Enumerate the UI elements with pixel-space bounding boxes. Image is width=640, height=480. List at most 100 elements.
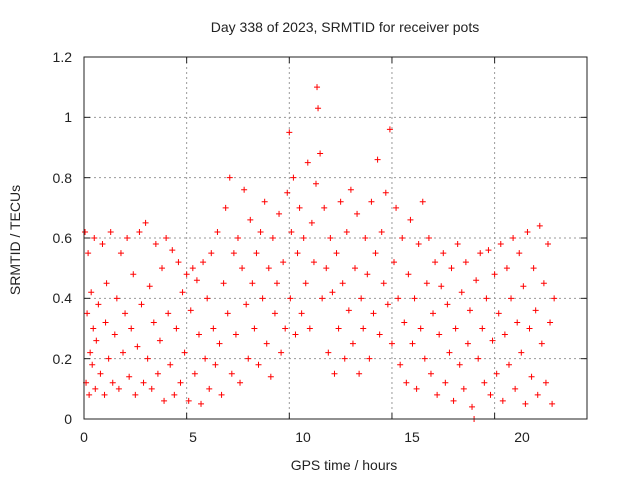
data-point: [179, 289, 186, 296]
data-point: [130, 271, 137, 278]
data-point: [232, 331, 239, 338]
y-tick-label: 1: [64, 109, 72, 125]
data-point: [411, 295, 418, 302]
data-point: [419, 198, 426, 205]
data-point: [126, 373, 133, 380]
data-point: [356, 370, 363, 377]
data-point: [374, 156, 381, 163]
data-point: [314, 84, 321, 91]
data-point: [173, 325, 180, 332]
data-point: [193, 277, 200, 284]
data-point: [454, 241, 461, 248]
data-point: [200, 259, 207, 266]
data-point: [263, 340, 270, 347]
data-point: [473, 277, 480, 284]
data-point: [510, 235, 517, 241]
data-point: [444, 301, 451, 308]
data-point: [136, 228, 143, 235]
data-point: [102, 319, 109, 326]
data-point: [430, 310, 437, 317]
data-point: [210, 325, 217, 332]
x-tick-label: 15: [404, 429, 420, 445]
data-point: [421, 355, 428, 362]
data-point: [530, 265, 537, 272]
data-point: [287, 295, 294, 302]
data-point: [399, 235, 406, 241]
data-point: [208, 250, 215, 257]
data-point: [87, 349, 94, 356]
data-point: [501, 331, 508, 338]
data-point: [317, 150, 324, 157]
y-axis-label: SRMTID / TECUs: [7, 185, 23, 295]
data-point: [243, 301, 250, 308]
data-point: [292, 331, 299, 338]
data-point: [304, 159, 311, 166]
data-point: [89, 361, 96, 368]
x-tick-label: 5: [189, 429, 197, 445]
data-point: [547, 319, 554, 326]
data-point: [376, 331, 383, 338]
data-point: [154, 370, 161, 377]
data-point: [165, 310, 172, 317]
data-point: [202, 355, 209, 362]
y-tick-label: 0.4: [53, 290, 73, 306]
data-point: [499, 397, 506, 404]
data-point: [452, 325, 459, 332]
data-point: [91, 235, 98, 241]
data-point: [542, 379, 549, 386]
data-point: [477, 250, 484, 257]
data-point: [427, 370, 434, 377]
data-point: [253, 250, 260, 257]
data-point: [189, 265, 196, 272]
data-point: [140, 379, 147, 386]
data-point: [183, 271, 190, 278]
data-point: [220, 280, 227, 287]
data-point: [239, 265, 246, 272]
data-point: [432, 259, 439, 266]
data-point: [282, 325, 289, 332]
data-point: [107, 228, 114, 235]
data-point: [249, 280, 256, 287]
data-point: [370, 310, 377, 317]
data-point: [101, 391, 108, 398]
data-point: [442, 379, 449, 386]
data-point: [99, 241, 106, 248]
data-point: [522, 400, 529, 407]
data-point: [536, 222, 543, 229]
data-point: [450, 397, 457, 404]
y-tick-label: 0.6: [53, 230, 73, 246]
data-point: [481, 379, 488, 386]
data-point: [388, 340, 395, 347]
data-points: [82, 84, 558, 422]
data-point: [85, 250, 92, 257]
data-point: [148, 385, 155, 392]
data-point: [278, 349, 285, 356]
data-point: [310, 259, 317, 266]
data-point: [222, 204, 229, 211]
data-point: [265, 265, 272, 272]
data-point: [518, 349, 525, 356]
data-point: [113, 295, 120, 302]
data-point: [512, 385, 519, 392]
data-point: [103, 280, 110, 287]
data-point: [273, 280, 280, 287]
data-point: [339, 280, 346, 287]
data-point: [485, 247, 492, 254]
data-point: [462, 259, 469, 266]
data-point: [97, 370, 104, 377]
data-point: [109, 379, 116, 386]
data-point: [284, 189, 291, 196]
data-point: [198, 400, 205, 407]
data-point: [397, 361, 404, 368]
data-point: [358, 295, 365, 302]
data-point: [487, 391, 494, 398]
data-point: [514, 319, 521, 326]
data-point: [489, 337, 496, 344]
data-point: [329, 289, 336, 296]
data-point: [128, 325, 135, 332]
data-point: [321, 204, 328, 211]
data-point: [88, 289, 95, 296]
data-point: [364, 271, 371, 278]
x-tick-label: 10: [295, 429, 311, 445]
data-point: [191, 370, 198, 377]
